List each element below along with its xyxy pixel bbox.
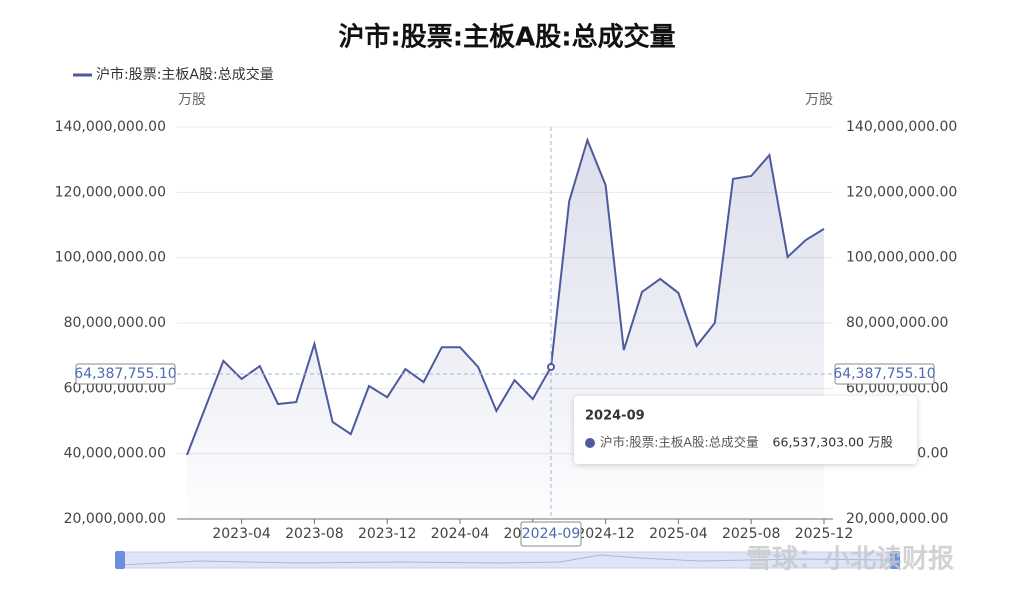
chart-title: 沪市:股票:主板A股:总成交量 xyxy=(338,22,675,53)
y-tick-label: 120,000,000.00 xyxy=(55,184,166,200)
y-tick-label: 100,000,000.00 xyxy=(55,250,166,266)
tooltip-value: 66,537,303.00 xyxy=(773,435,864,450)
y2-axis-unit: 万股 xyxy=(805,92,833,108)
x-tick-label: 2025-12 xyxy=(795,526,854,542)
y-tick-label: 40,000,000.00 xyxy=(64,446,166,462)
y-tick-label: 20,000,000.00 xyxy=(64,511,166,527)
pointer-label-left-box xyxy=(75,363,176,385)
tooltip-title: 2024-09 xyxy=(585,409,645,424)
y-tick-label: 140,000,000.00 xyxy=(55,119,166,135)
hover-point xyxy=(547,362,555,371)
x-tick-label: 2023-08 xyxy=(285,526,344,542)
tooltip-unit: 万股 xyxy=(868,435,894,450)
x-tick-label: 2023-12 xyxy=(358,526,417,542)
tooltip: 2024-09 沪市:股票:主板A股:总成交量 66,537,303.00 万股 xyxy=(574,396,917,464)
x-tick-label: 2025-04 xyxy=(649,526,708,542)
y2-tick-label: 120,000,000.00 xyxy=(846,184,957,200)
y2-tick-label: 80,000,000.00 xyxy=(846,315,948,331)
y2-tick-label: 140,000,000.00 xyxy=(846,119,957,135)
pointer-label-x-box xyxy=(520,521,582,547)
tooltip-series: 沪市:股票:主板A股:总成交量 xyxy=(600,435,759,450)
y-axis-unit: 万股 xyxy=(178,92,206,108)
pointer-label-right: 64,387,755.10 xyxy=(833,366,935,382)
legend-label[interactable]: 沪市:股票:主板A股:总成交量 xyxy=(96,66,274,83)
pointer-label-left: 64,387,755.10 xyxy=(74,366,176,382)
tooltip-dot xyxy=(585,438,595,448)
tooltip-box xyxy=(574,396,917,464)
x-tick-label: 2025-08 xyxy=(722,526,781,542)
zoom-handle[interactable] xyxy=(115,551,125,569)
x-tick-label: 2024-12 xyxy=(576,526,635,542)
pointer-label-right-box xyxy=(834,363,935,385)
y-tick-label: 80,000,000.00 xyxy=(64,315,166,331)
zoom-handle[interactable] xyxy=(890,551,900,569)
x-tick-label: 2024-04 xyxy=(431,526,490,542)
y2-tick-label: 20,000,000.00 xyxy=(846,511,948,527)
watermark: 雪球：小北读财报 xyxy=(746,544,954,575)
data-zoom[interactable] xyxy=(115,551,900,569)
x-tick-label: 2023-04 xyxy=(212,526,271,542)
pointer-label-x: 2024-09 xyxy=(522,526,581,542)
zoom-preview xyxy=(119,554,896,566)
y2-tick-label: 100,000,000.00 xyxy=(846,250,957,266)
line xyxy=(186,137,825,456)
